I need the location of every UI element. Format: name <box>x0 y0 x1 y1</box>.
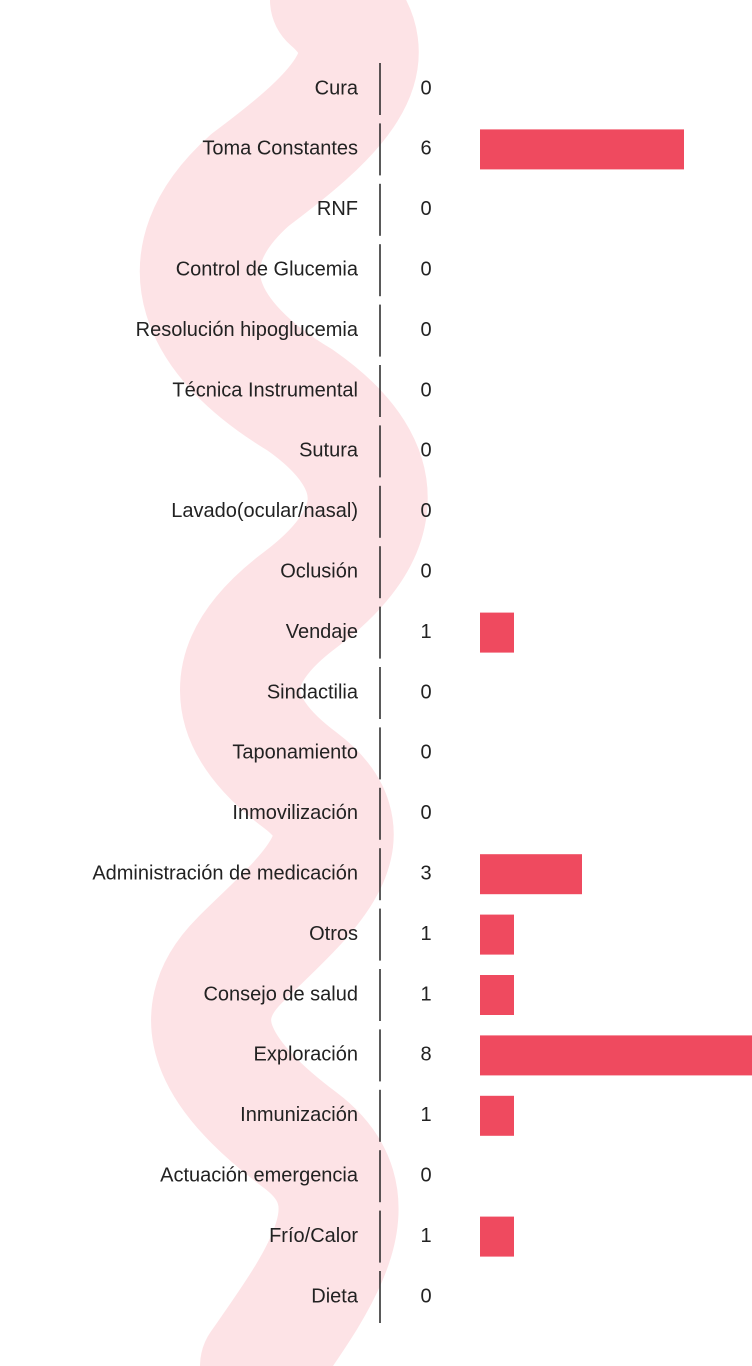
value-label: 1 <box>420 1225 431 1247</box>
category-label: Toma Constantes <box>202 138 358 160</box>
value-label: 1 <box>420 621 431 643</box>
value-label: 0 <box>420 742 431 764</box>
value-label: 0 <box>420 258 431 280</box>
value-label: 0 <box>420 319 431 341</box>
bar <box>480 914 514 955</box>
category-label: Técnica Instrumental <box>172 379 358 401</box>
category-label: Control de Glucemia <box>176 258 359 280</box>
value-label: 0 <box>420 560 431 582</box>
bar <box>480 1035 752 1076</box>
value-label: 3 <box>420 862 431 884</box>
category-label: Exploración <box>253 1044 358 1066</box>
value-label: 0 <box>420 500 431 522</box>
value-label: 0 <box>420 379 431 401</box>
category-label: RNF <box>317 198 358 220</box>
category-label: Inmunización <box>240 1104 358 1126</box>
category-label: Lavado(ocular/nasal) <box>171 500 358 522</box>
value-label: 1 <box>420 1104 431 1126</box>
category-label: Sutura <box>299 440 359 462</box>
category-label: Otros <box>309 923 358 945</box>
bar <box>480 1216 514 1257</box>
bar <box>480 1095 514 1136</box>
category-label: Administración de medicación <box>92 862 358 884</box>
value-label: 0 <box>420 440 431 462</box>
bar <box>480 129 684 170</box>
category-label: Frío/Calor <box>269 1225 358 1247</box>
category-label: Consejo de salud <box>203 983 358 1005</box>
value-label: 0 <box>420 681 431 703</box>
category-label: Dieta <box>311 1285 359 1307</box>
value-label: 6 <box>420 138 431 160</box>
category-label: Oclusión <box>280 560 358 582</box>
value-label: 0 <box>420 77 431 99</box>
category-label: Inmovilización <box>232 802 358 824</box>
category-label: Actuación emergencia <box>160 1164 359 1186</box>
value-label: 1 <box>420 983 431 1005</box>
value-label: 0 <box>420 1285 431 1307</box>
category-label: Resolución hipoglucemia <box>136 319 359 341</box>
value-label: 0 <box>420 1164 431 1186</box>
value-label: 0 <box>420 198 431 220</box>
bar <box>480 975 514 1015</box>
background-decoration <box>139 0 428 1366</box>
bar <box>480 854 582 895</box>
bar <box>480 612 514 653</box>
value-label: 8 <box>420 1044 431 1066</box>
category-label: Taponamiento <box>232 742 358 764</box>
value-label: 1 <box>420 923 431 945</box>
category-label: Sindactilia <box>267 681 359 703</box>
category-label: Cura <box>315 77 359 99</box>
value-label: 0 <box>420 802 431 824</box>
category-label: Vendaje <box>286 621 358 643</box>
